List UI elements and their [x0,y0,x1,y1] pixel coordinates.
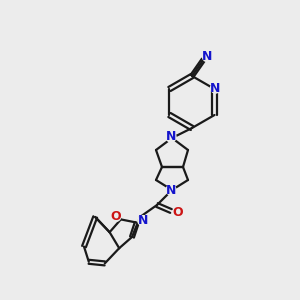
Text: N: N [166,130,176,143]
Circle shape [166,185,176,195]
Text: N: N [202,50,213,63]
Text: N: N [210,82,221,94]
Circle shape [111,212,121,221]
Circle shape [211,83,220,93]
Circle shape [138,216,148,226]
Circle shape [166,132,176,142]
Circle shape [173,207,183,217]
Text: N: N [166,184,176,196]
Text: O: O [110,210,121,223]
Text: N: N [138,214,148,227]
Text: O: O [173,206,183,218]
Circle shape [202,52,212,61]
